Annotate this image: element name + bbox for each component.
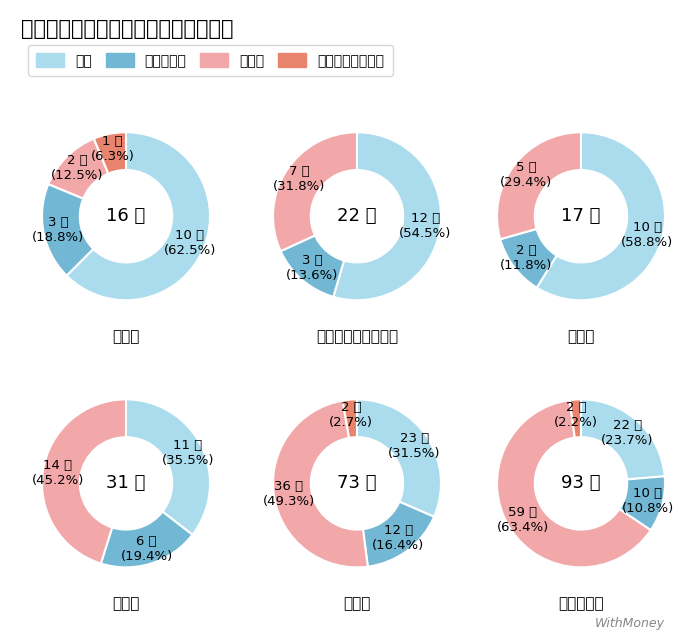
- Wedge shape: [94, 132, 126, 174]
- Legend: はい, 一部渡した, いいえ, まだ決めていない: はい, 一部渡した, いいえ, まだ決めていない: [28, 45, 393, 76]
- Text: 23 人
(31.5%): 23 人 (31.5%): [389, 432, 441, 460]
- Text: 12 人
(54.5%): 12 人 (54.5%): [399, 212, 452, 240]
- Wedge shape: [537, 132, 665, 300]
- Wedge shape: [126, 399, 210, 535]
- Text: 14 人
(45.2%): 14 人 (45.2%): [32, 459, 84, 487]
- Text: 2 人
(2.7%): 2 人 (2.7%): [329, 401, 373, 429]
- Text: 12 人
(16.4%): 12 人 (16.4%): [372, 524, 425, 553]
- Text: 22 人
(23.7%): 22 人 (23.7%): [601, 418, 654, 446]
- Text: 22 人: 22 人: [337, 207, 377, 225]
- Text: 10 人
(62.5%): 10 人 (62.5%): [163, 228, 216, 256]
- Wedge shape: [620, 476, 665, 530]
- Wedge shape: [497, 132, 581, 239]
- Text: 73 人: 73 人: [337, 474, 377, 492]
- Title: 小学生未満: 小学生未満: [558, 596, 604, 611]
- Wedge shape: [500, 229, 556, 287]
- Text: 2 人
(12.5%): 2 人 (12.5%): [51, 153, 104, 181]
- Wedge shape: [281, 235, 344, 297]
- Wedge shape: [333, 132, 441, 300]
- Text: 93 人: 93 人: [561, 474, 601, 492]
- Text: 3 人
(13.6%): 3 人 (13.6%): [286, 254, 338, 282]
- Text: 7 人
(31.8%): 7 人 (31.8%): [273, 165, 326, 193]
- Wedge shape: [48, 139, 108, 198]
- Text: 36 人
(49.3%): 36 人 (49.3%): [262, 480, 315, 508]
- Text: 1 人
(6.3%): 1 人 (6.3%): [90, 135, 134, 163]
- Text: 5 人
(29.4%): 5 人 (29.4%): [500, 161, 552, 189]
- Text: WithMoney: WithMoney: [595, 617, 665, 630]
- Wedge shape: [342, 399, 357, 438]
- Text: 31 人: 31 人: [106, 474, 146, 492]
- Wedge shape: [497, 400, 651, 567]
- Title: 小学生: 小学生: [343, 596, 371, 611]
- Wedge shape: [273, 132, 357, 251]
- Text: 10 人
(58.8%): 10 人 (58.8%): [621, 221, 673, 249]
- Wedge shape: [570, 399, 581, 438]
- Title: 中学生: 中学生: [112, 596, 140, 611]
- Wedge shape: [66, 132, 210, 300]
- Text: 10 人
(10.8%): 10 人 (10.8%): [622, 487, 674, 515]
- Text: ＜子どもに給付金を渡しましたか？＞: ＜子どもに給付金を渡しましたか？＞: [21, 19, 234, 39]
- Wedge shape: [581, 399, 665, 480]
- Wedge shape: [357, 399, 441, 517]
- Title: 大学・大学院・専門: 大学・大学院・専門: [316, 329, 398, 344]
- Wedge shape: [42, 184, 93, 275]
- Title: 社会人: 社会人: [112, 329, 140, 344]
- Text: 6 人
(19.4%): 6 人 (19.4%): [120, 535, 173, 563]
- Text: 16 人: 16 人: [106, 207, 146, 225]
- Wedge shape: [273, 401, 368, 567]
- Text: 59 人
(63.4%): 59 人 (63.4%): [496, 506, 549, 534]
- Text: 11 人
(35.5%): 11 人 (35.5%): [162, 439, 214, 467]
- Text: 3 人
(18.8%): 3 人 (18.8%): [32, 216, 85, 244]
- Text: 2 人
(2.2%): 2 人 (2.2%): [554, 401, 598, 429]
- Text: 17 人: 17 人: [561, 207, 601, 225]
- Wedge shape: [42, 399, 126, 563]
- Text: 2 人
(11.8%): 2 人 (11.8%): [500, 244, 552, 272]
- Wedge shape: [363, 502, 434, 567]
- Title: 高校生: 高校生: [567, 329, 595, 344]
- Wedge shape: [101, 511, 192, 567]
